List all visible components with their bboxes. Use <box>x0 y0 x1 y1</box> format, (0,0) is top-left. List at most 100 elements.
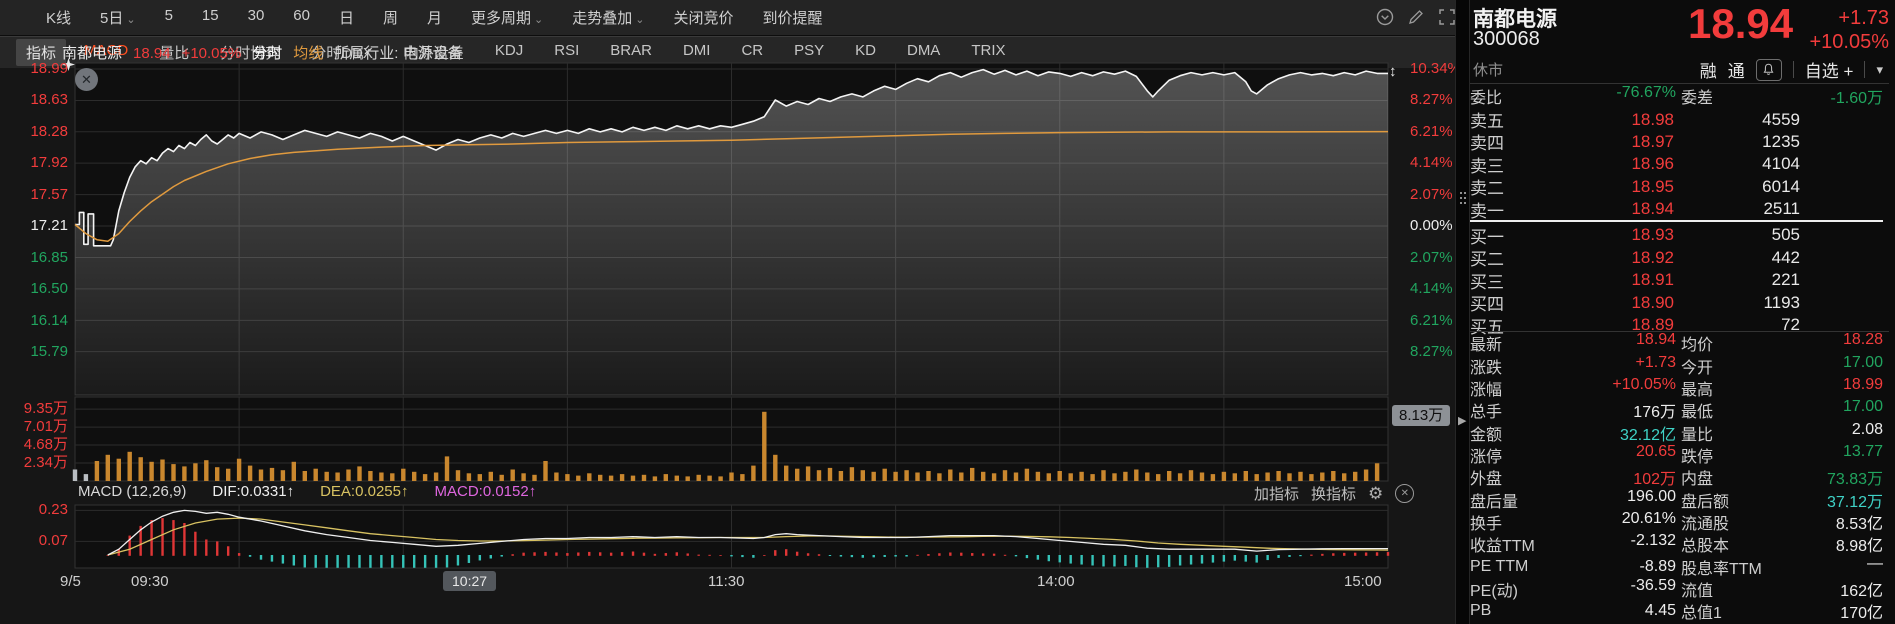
crosshair-close-button[interactable]: ✕ <box>75 68 98 91</box>
volume-axis-label: 4.68万 <box>23 436 68 453</box>
order-book-row-买三[interactable]: 买三 18.91 221 <box>1470 268 1889 292</box>
order-volume: 2511 <box>1763 199 1800 219</box>
tab-量比[interactable]: 量比 <box>159 45 190 62</box>
intraday-chart-region[interactable]: 南都电源 18.94 +10.05% 分时 均线 所属行业: 电源设备 ✕ 18… <box>0 36 1461 624</box>
tab-MACD[interactable]: MACD <box>84 42 129 59</box>
order-book-row-卖二[interactable]: 卖二 18.95 6014 <box>1470 174 1889 199</box>
stat-value: 4.45 <box>1644 602 1676 620</box>
price-axis-label: 17.21 <box>30 217 68 235</box>
tab-分时博弈[interactable]: 分时博弈 <box>220 45 281 62</box>
tab-CR[interactable]: CR <box>741 42 764 59</box>
macd-header: MACD (12,26,9) DIF:0.0331↑ DEA:0.0255↑ M… <box>78 483 536 500</box>
panel-stock-code: 300068 <box>1473 28 1540 50</box>
tab-KD[interactable]: KD <box>855 42 876 59</box>
price-axis-label: 18.99 <box>30 60 68 77</box>
order-book-row-买一[interactable]: 买一 18.93 505 <box>1470 223 1889 247</box>
order-price[interactable]: 18.91 <box>1631 270 1674 290</box>
alert-bell-icon[interactable] <box>1755 58 1782 81</box>
stat-label-PE(动): PE(动) <box>1470 582 1519 600</box>
order-volume: 505 <box>1771 225 1800 245</box>
tab-内外盘差[interactable]: 内外盘差 <box>403 45 464 62</box>
toolbar-item-到价提醒[interactable]: 到价提醒 <box>762 10 823 27</box>
stat-value: 17.00 <box>1842 398 1883 416</box>
panel-subheader: 休市 融 通 自选 + ▾ <box>1470 56 1889 84</box>
order-book-row-买二[interactable]: 买二 18.92 442 <box>1470 245 1889 270</box>
toolbar-item-月[interactable]: 月 <box>427 10 443 27</box>
order-price[interactable]: 18.96 <box>1631 154 1674 174</box>
order-book-row-卖一[interactable]: 卖一 18.94 2511 <box>1470 197 1889 221</box>
toolbar-item-5[interactable]: 5 <box>164 7 173 24</box>
indicator-close-icon[interactable]: ✕ <box>1395 484 1415 503</box>
order-book-row-买四[interactable]: 买四 18.90 1193 <box>1470 290 1889 315</box>
industry-label[interactable]: 所属行业: 电源设备 <box>334 45 463 62</box>
order-price[interactable]: 18.94 <box>1631 199 1674 219</box>
order-price[interactable]: 18.97 <box>1631 131 1674 151</box>
order-book-row-卖四[interactable]: 卖四 18.97 1235 <box>1470 129 1889 154</box>
toolbar-item-15[interactable]: 15 <box>201 7 219 24</box>
indicator-settings-gear-icon[interactable]: ⚙ <box>1368 483 1384 503</box>
order-level-label: 买一 <box>1470 227 1504 247</box>
order-price[interactable]: 18.90 <box>1631 292 1674 312</box>
price-axis-label: 18.28 <box>30 122 68 140</box>
stat-value: 18.28 <box>1842 331 1883 349</box>
toolbar-item-周[interactable]: 周 <box>383 10 399 27</box>
order-level-label: 卖二 <box>1470 179 1504 199</box>
pct-axis-label: 4.14% <box>1410 280 1453 298</box>
toolbar-item-30[interactable]: 30 <box>247 7 265 24</box>
divider-collapse-arrow-icon[interactable]: ▶ <box>1458 415 1467 427</box>
weibi-row: 委比 -76.67% 委差 -1.60万 <box>1470 84 1889 108</box>
order-price[interactable]: 18.92 <box>1631 247 1674 267</box>
tab-BRAR[interactable]: BRAR <box>610 42 652 59</box>
price-axis-label: 16.85 <box>30 248 68 266</box>
order-price[interactable]: 18.93 <box>1631 225 1674 245</box>
order-book: 卖五 18.98 4559 卖四 18.97 1235 卖三 18.96 4104 卖二 18.95… <box>1470 107 1889 337</box>
pct-axis-label: 2.07% <box>1410 185 1453 203</box>
order-price[interactable]: 18.98 <box>1631 109 1674 129</box>
connect-tag[interactable]: 通 <box>1727 62 1745 81</box>
toolbar-item-关闭竞价[interactable]: 关闭竞价 <box>673 10 734 27</box>
collapse-circle-icon[interactable] <box>1376 8 1394 26</box>
panel-tags: 融 通 自选 + ▾ <box>1700 57 1889 82</box>
order-book-row-卖三[interactable]: 卖三 18.96 4104 <box>1470 152 1889 176</box>
intraday-chart-canvas[interactable] <box>0 36 1455 624</box>
overlay-avg-label[interactable]: 均线 <box>293 45 324 62</box>
pct-axis-label: 6.21% <box>1410 122 1453 140</box>
edit-pencil-icon[interactable] <box>1407 8 1425 26</box>
indicator-menu-button[interactable]: 指标 <box>16 39 67 66</box>
add-indicator-button[interactable]: 加指标 <box>1254 486 1300 503</box>
fullscreen-icon[interactable] <box>1438 8 1456 26</box>
toolbar-item-K线[interactable]: K线 <box>46 10 72 27</box>
order-book-row-卖五[interactable]: 卖五 18.98 4559 <box>1470 107 1889 132</box>
divider-drag-handle-icon[interactable] <box>1460 192 1462 194</box>
toolbar-item-更多周期[interactable]: 更多周期 ⌄ <box>471 10 544 27</box>
toolbar-item-日[interactable]: 日 <box>338 10 354 27</box>
last-price-arrow-icon: ↕ <box>1389 63 1397 81</box>
toolbar-item-60[interactable]: 60 <box>293 7 310 24</box>
weibi-label: 委比 <box>1470 90 1503 108</box>
mode-minute-label[interactable]: 分时 <box>252 45 283 62</box>
tab-DMA[interactable]: DMA <box>906 42 941 59</box>
stat-value: 170亿 <box>1840 605 1883 623</box>
add-watchlist-button[interactable]: 自选 + <box>1804 62 1854 81</box>
tab-KDJ[interactable]: KDJ <box>494 42 524 59</box>
pct-axis-label: 10.34% <box>1410 60 1461 77</box>
panel-divider[interactable]: ▶ <box>1455 0 1470 624</box>
tab-PSY[interactable]: PSY <box>794 42 825 59</box>
stat-value: -2.132 <box>1630 532 1676 550</box>
toolbar-item-5日[interactable]: 5日 ⌄ <box>100 10 136 27</box>
switch-indicator-button[interactable]: 换指标 <box>1311 486 1357 503</box>
order-price[interactable]: 18.95 <box>1631 176 1674 196</box>
toolbar-item-走势叠加[interactable]: 走势叠加 ⌄ <box>572 10 645 27</box>
volume-axis-label: 2.34万 <box>23 454 68 471</box>
order-price[interactable]: 18.89 <box>1631 315 1674 335</box>
tab-TRIX[interactable]: TRIX <box>971 42 1006 59</box>
stat-label-收益TTM: 收益TTM <box>1470 538 1535 556</box>
pct-axis-label: 0.00% <box>1410 217 1453 235</box>
stat-value: 102万 <box>1633 471 1676 489</box>
tab-RSI[interactable]: RSI <box>554 42 580 59</box>
watchlist-dropdown-icon[interactable]: ▾ <box>1876 61 1883 77</box>
tab-DMI[interactable]: DMI <box>682 42 711 59</box>
margin-tag[interactable]: 融 <box>1699 62 1717 81</box>
stat-label-总手: 总手 <box>1470 404 1503 422</box>
tab-分时DDX[interactable]: 分时DDX <box>311 45 373 62</box>
